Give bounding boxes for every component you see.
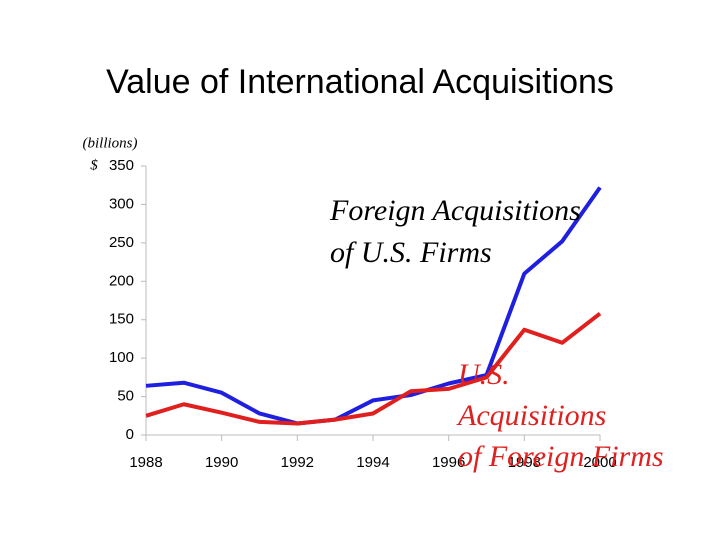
series-annotation: of Foreign Firms [458,440,664,473]
series-annotation: Acquisitions [456,399,606,432]
y-axis-label: (billions) [83,135,138,151]
x-tick-label: 1992 [281,454,314,471]
x-tick-label: 2000 [583,454,616,471]
x-tick-label: 1996 [432,454,465,471]
y-tick-label: 350 [109,157,134,174]
x-tick-label: 1994 [356,454,389,471]
y-tick-label: 100 [109,349,134,366]
y-tick-label: 300 [109,195,134,212]
chart-title: Value of International Acquisitions [106,63,614,101]
y-tick-label: 0 [126,426,134,443]
series-annotation: of U.S. Firms [330,236,492,269]
series-line [145,186,602,426]
series-line [145,311,602,426]
x-tick-label: 1988 [129,454,162,471]
x-tick-label: 1998 [508,454,541,471]
x-tick-label: 1990 [205,454,238,471]
series-annotation: U.S. [458,358,510,391]
y-unit-symbol: $ [90,157,98,173]
y-tick-label: 150 [109,311,134,328]
y-tick-label: 250 [109,234,134,251]
y-tick-label: 50 [117,388,134,405]
series-annotation: Foreign Acquisitions [329,194,581,227]
y-tick-label: 200 [109,272,134,289]
